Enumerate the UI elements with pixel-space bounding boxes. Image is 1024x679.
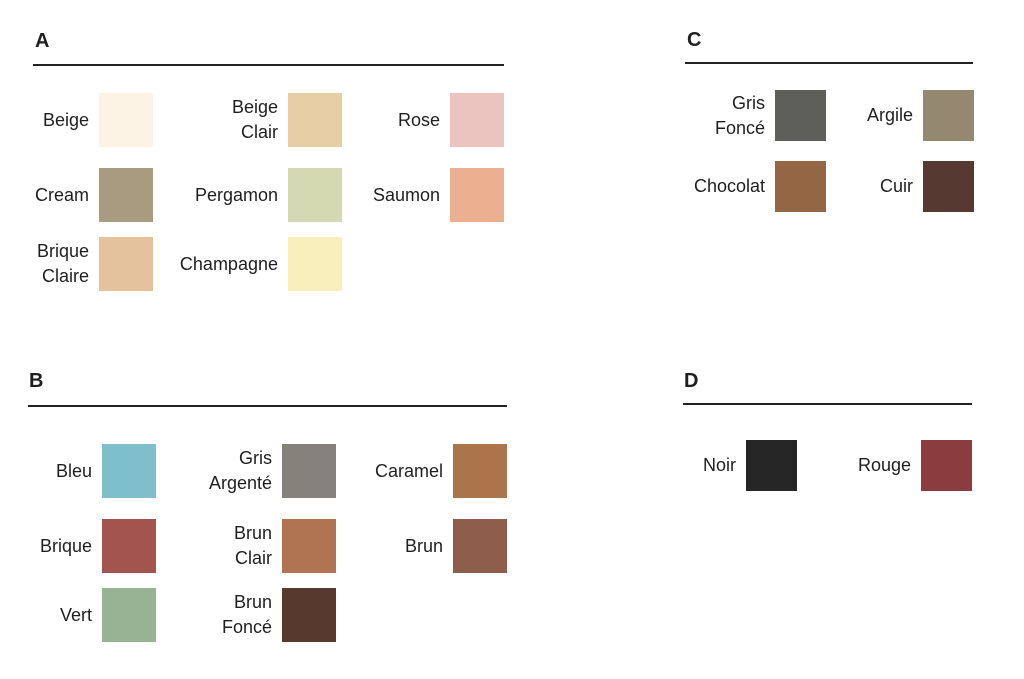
color-swatch[interactable]: [102, 444, 156, 498]
color-swatch[interactable]: [102, 588, 156, 642]
color-swatch[interactable]: [102, 519, 156, 573]
color-label: Gris Argenté: [208, 448, 272, 493]
color-swatch[interactable]: [450, 168, 504, 222]
group-divider-d: [683, 403, 972, 405]
color-swatch[interactable]: [99, 93, 153, 147]
color-item-gris-argente[interactable]: Gris Argenté: [140, 444, 336, 498]
group-title-c: C: [687, 29, 702, 51]
color-item-pergamon[interactable]: Pergamon: [140, 168, 342, 222]
color-label: Brique Claire: [36, 241, 89, 286]
group-title-d: D: [684, 370, 699, 392]
color-label: Cuir: [879, 176, 913, 196]
group-divider-a: [33, 64, 504, 66]
color-item-chocolat[interactable]: Chocolat: [660, 161, 826, 212]
group-divider-b: [28, 405, 507, 407]
color-swatch[interactable]: [99, 237, 153, 291]
color-swatch[interactable]: [282, 444, 336, 498]
color-swatch[interactable]: [923, 90, 974, 141]
color-item-brun-fonce[interactable]: Brun Foncé: [140, 588, 336, 642]
color-label: Saumon: [372, 184, 440, 205]
color-item-rouge[interactable]: Rouge: [830, 440, 972, 491]
color-label: Brun Foncé: [221, 592, 272, 637]
color-label: Pergamon: [194, 184, 278, 205]
color-label: Vert: [59, 604, 92, 625]
color-label: Champagne: [179, 253, 278, 274]
color-item-brique[interactable]: Brique: [0, 519, 156, 573]
color-swatch[interactable]: [282, 519, 336, 573]
color-swatch[interactable]: [746, 440, 797, 491]
color-item-vert[interactable]: Vert: [0, 588, 156, 642]
color-label: Rouge: [857, 455, 911, 475]
color-item-argile[interactable]: Argile: [830, 90, 974, 141]
color-swatch[interactable]: [288, 168, 342, 222]
color-swatch[interactable]: [775, 90, 826, 141]
color-swatch[interactable]: [282, 588, 336, 642]
color-label: Brun Clair: [233, 523, 272, 568]
color-label: Brun: [404, 535, 443, 556]
color-item-brun[interactable]: Brun: [330, 519, 507, 573]
color-item-saumon[interactable]: Saumon: [330, 168, 504, 222]
color-label: Argile: [866, 105, 913, 125]
group-title-a: A: [35, 30, 50, 52]
color-swatch[interactable]: [453, 444, 507, 498]
color-item-cuir[interactable]: Cuir: [830, 161, 974, 212]
color-item-bleu[interactable]: Bleu: [0, 444, 156, 498]
color-label: Rose: [397, 109, 440, 130]
color-label: Chocolat: [693, 176, 765, 196]
color-item-beige[interactable]: Beige: [0, 93, 153, 147]
color-label: Caramel: [374, 460, 443, 481]
color-swatch[interactable]: [288, 237, 342, 291]
color-swatch[interactable]: [99, 168, 153, 222]
color-label: Beige: [42, 109, 89, 130]
color-item-brun-clair[interactable]: Brun Clair: [140, 519, 336, 573]
color-item-beige-clair[interactable]: Beige Clair: [140, 93, 342, 147]
color-label: Gris Foncé: [714, 92, 765, 138]
color-item-noir[interactable]: Noir: [660, 440, 797, 491]
color-item-gris-fonce[interactable]: Gris Foncé: [660, 90, 826, 141]
color-item-cream[interactable]: Cream: [0, 168, 153, 222]
color-swatch[interactable]: [288, 93, 342, 147]
color-label: Cream: [34, 184, 89, 205]
color-label: Bleu: [55, 460, 92, 481]
color-label: Noir: [702, 455, 736, 475]
color-label: Beige Clair: [231, 97, 278, 142]
color-swatch[interactable]: [453, 519, 507, 573]
color-swatch[interactable]: [775, 161, 826, 212]
color-item-caramel[interactable]: Caramel: [330, 444, 507, 498]
color-item-rose[interactable]: Rose: [330, 93, 504, 147]
color-swatch[interactable]: [921, 440, 972, 491]
color-item-brique-claire[interactable]: Brique Claire: [0, 237, 153, 291]
color-item-champagne[interactable]: Champagne: [140, 237, 342, 291]
color-label: Brique: [39, 535, 92, 556]
color-swatch[interactable]: [450, 93, 504, 147]
group-title-b: B: [29, 370, 44, 392]
group-divider-c: [685, 62, 973, 64]
color-swatch[interactable]: [923, 161, 974, 212]
